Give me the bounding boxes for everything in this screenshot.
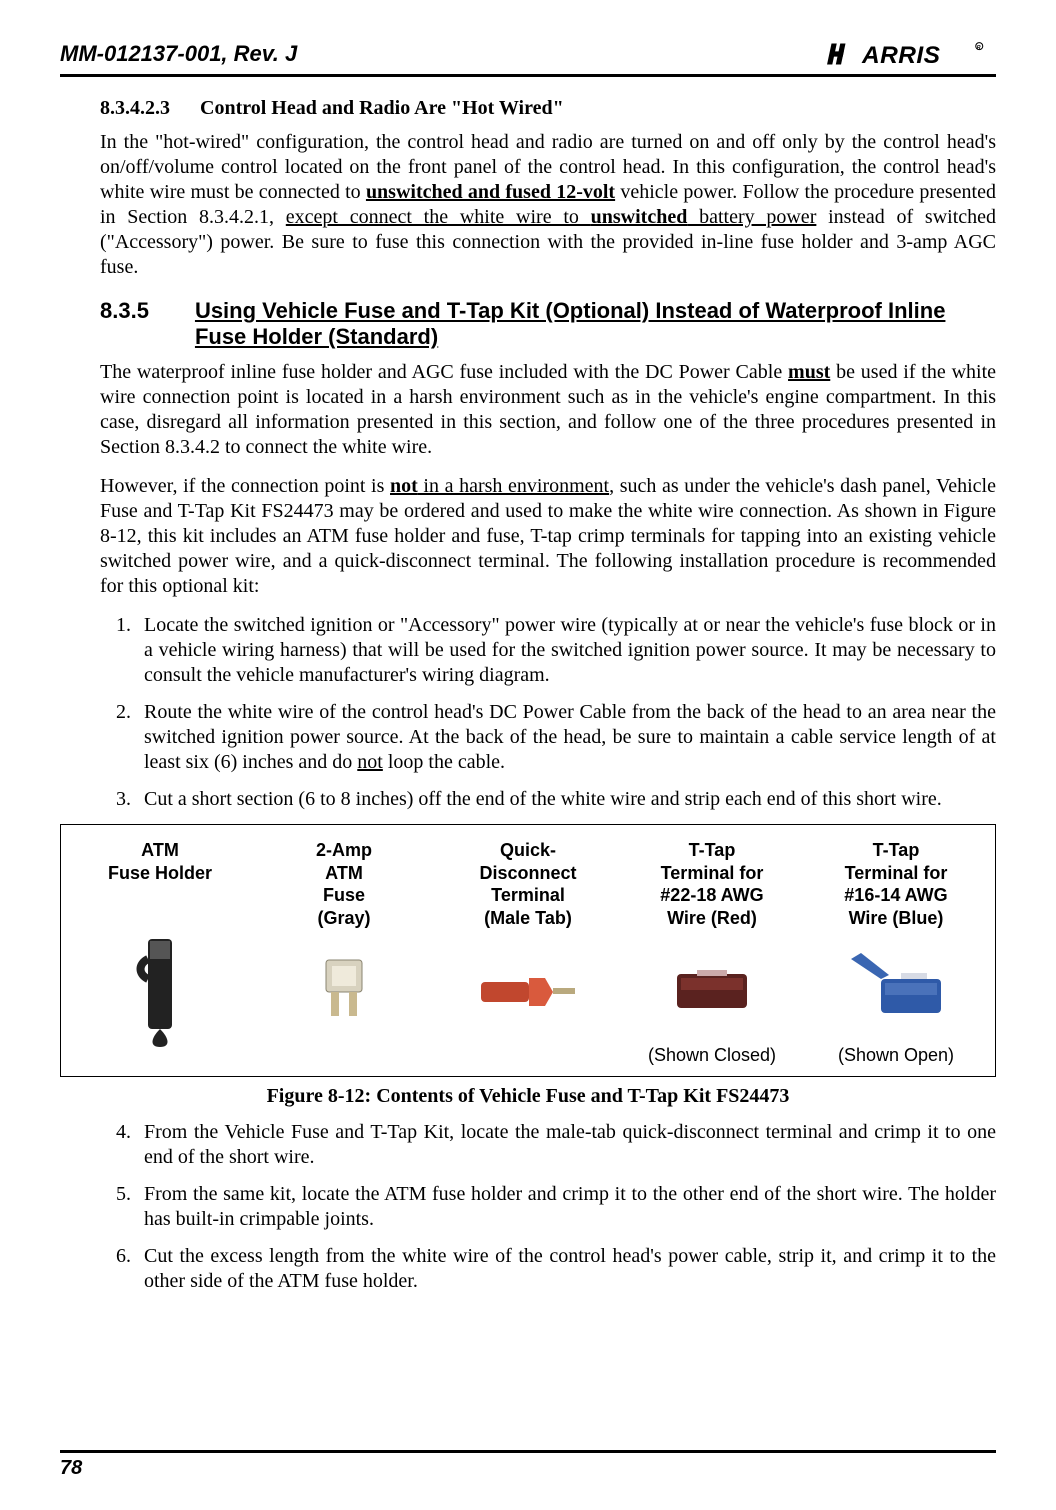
fig-item-atm-fuse: 2-Amp ATM Fuse (Gray) [257,839,431,1066]
heading-8-3-5: 8.3.5 Using Vehicle Fuse and T-Tap Kit (… [100,298,996,350]
heading-8-3-4-2-3: 8.3.4.2.3 Control Head and Radio Are "Ho… [100,97,996,120]
steps-list-a: Locate the switched ignition or "Accesso… [100,613,996,812]
page-header: MM-012137-001, Rev. J ARRIS R [60,40,996,77]
fig-item-ttap-red: T-Tap Terminal for #22-18 AWG Wire (Red)… [625,839,799,1066]
ttap-blue-icon [831,939,961,1039]
figure-caption: Figure 8-12: Contents of Vehicle Fuse an… [60,1085,996,1108]
section-number: 8.3.4.2.3 [100,97,170,120]
fig-item-quick-disconnect: Quick- Disconnect Terminal (Male Tab) [441,839,615,1066]
step-2: Route the white wire of the control head… [136,700,996,775]
para-835-1: The waterproof inline fuse holder and AG… [100,360,996,460]
fig-sublabel: (Shown Closed) [648,1045,776,1066]
svg-text:R: R [977,45,981,51]
para-hotwired: In the "hot-wired" configuration, the co… [100,130,996,280]
step-5: From the same kit, locate the ATM fuse h… [136,1182,996,1232]
document-id: MM-012137-001, Rev. J [60,41,297,67]
fig-sublabel: (Shown Open) [838,1045,954,1066]
fig-item-ttap-blue: T-Tap Terminal for #16-14 AWG Wire (Blue… [809,839,983,1066]
section-number: 8.3.5 [100,298,149,350]
step-6: Cut the excess length from the white wir… [136,1244,996,1294]
step-4: From the Vehicle Fuse and T-Tap Kit, loc… [136,1120,996,1170]
step-3: Cut a short section (6 to 8 inches) off … [136,787,996,812]
harris-logo: ARRIS R [826,40,996,68]
section-title: Using Vehicle Fuse and T-Tap Kit (Option… [195,298,996,350]
atm-fuse-holder-icon [120,939,200,1039]
figure-8-12-box: ATM Fuse Holder 2-Amp ATM Fuse (Gray) [60,824,996,1077]
fig-item-atm-holder: ATM Fuse Holder [73,839,247,1066]
fig-label: ATM Fuse Holder [108,839,212,931]
fig-label: T-Tap Terminal for #22-18 AWG Wire (Red) [660,839,763,931]
atm-fuse-icon [314,939,374,1039]
fig-label: Quick- Disconnect Terminal (Male Tab) [479,839,576,931]
para-835-2: However, if the connection point is not … [100,474,996,599]
page-footer: 78 [60,1450,996,1480]
ttap-red-icon [657,939,767,1039]
fig-label: 2-Amp ATM Fuse (Gray) [316,839,372,931]
quick-disconnect-icon [473,939,583,1039]
fig-label: T-Tap Terminal for #16-14 AWG Wire (Blue… [844,839,947,931]
page-number: 78 [60,1457,996,1480]
steps-list-b: From the Vehicle Fuse and T-Tap Kit, loc… [100,1120,996,1294]
step-1: Locate the switched ignition or "Accesso… [136,613,996,688]
section-title: Control Head and Radio Are "Hot Wired" [200,97,564,120]
svg-text:ARRIS: ARRIS [861,42,941,68]
page-content: 8.3.4.2.3 Control Head and Radio Are "Ho… [60,97,996,1294]
